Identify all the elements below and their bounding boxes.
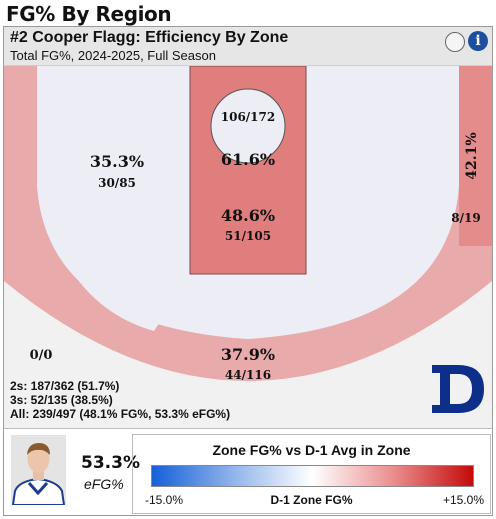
info-icon[interactable]: i xyxy=(468,31,488,51)
zone-right-corner xyxy=(459,66,492,246)
season-subtitle: Total FG%, 2024-2025, Full Season xyxy=(10,48,216,63)
left-mid-pct: 35.3% xyxy=(90,152,144,171)
efg-value: 53.3% xyxy=(81,453,140,473)
card-header: #2 Cooper Flagg: Efficiency By Zone Tota… xyxy=(4,27,492,66)
rim-pct: 61.6% xyxy=(221,150,275,169)
legend-mid-label: D-1 Zone FG% xyxy=(270,493,353,507)
court-chart: 35.3% 30/85 106/172 61.6% 48.6% 51/105 4… xyxy=(4,66,492,428)
right-corner-made-att: 8/19 xyxy=(451,211,480,225)
all-summary: All: 239/497 (48.1% FG%, 53.3% eFG%) xyxy=(10,407,231,421)
legend-gradient-bar xyxy=(151,465,474,487)
left-mid-made-att: 30/85 xyxy=(98,176,136,190)
paint-pct: 48.6% xyxy=(221,206,275,225)
efg-label: eFG% xyxy=(84,476,124,492)
chart-card: #2 Cooper Flagg: Efficiency By Zone Tota… xyxy=(3,26,493,516)
three-made-att: 44/116 xyxy=(225,368,271,382)
team-logo xyxy=(432,365,484,413)
paint-made-att: 51/105 xyxy=(225,229,271,243)
threes-summary: 3s: 52/135 (38.5%) xyxy=(10,393,113,407)
player-photo-icon xyxy=(11,435,66,505)
legend-title: Zone FG% vs D-1 Avg in Zone xyxy=(212,442,411,458)
zone-left-mid xyxy=(37,66,190,331)
zone-rim xyxy=(210,88,286,164)
right-corner-pct: 42.1% xyxy=(464,132,480,179)
legend-min-label: -15.0% xyxy=(145,493,184,507)
left-corner-value: 0/0 xyxy=(30,348,53,363)
player-title: #2 Cooper Flagg: Efficiency By Zone xyxy=(10,29,289,46)
page-title: FG% By Region xyxy=(6,2,172,26)
toggle-circle-button[interactable] xyxy=(445,32,465,52)
player-avatar xyxy=(11,435,66,505)
legend-max-label: +15.0% xyxy=(442,493,484,507)
twos-summary: 2s: 187/362 (51.7%) xyxy=(10,379,120,393)
zone-left-corner xyxy=(4,66,37,246)
three-pct: 37.9% xyxy=(221,345,275,364)
rim-made-att: 106/172 xyxy=(221,110,275,124)
color-legend: Zone FG% vs D-1 Avg in Zone -15.0% D-1 Z… xyxy=(132,434,491,514)
card-footer: 53.3% eFG% Zone FG% vs D-1 Avg in Zone -… xyxy=(4,428,492,516)
